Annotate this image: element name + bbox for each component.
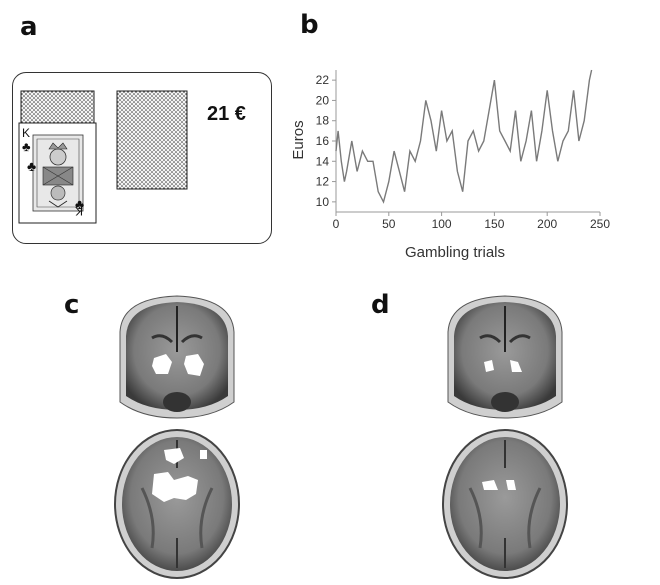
activation-blob — [482, 480, 498, 490]
y-tick-label: 22 — [316, 73, 330, 87]
x-axis-label: Gambling trials — [405, 244, 505, 260]
brain-coronal-d — [447, 295, 563, 419]
panel-letter-b: b — [300, 10, 319, 40]
activation-blob — [510, 360, 522, 372]
activation-blob — [152, 472, 198, 502]
y-tick-label: 20 — [316, 93, 330, 107]
y-tick-label: 10 — [316, 195, 330, 209]
x-tick-label: 100 — [432, 217, 452, 231]
activation-blob — [484, 360, 494, 372]
card-suit-bottom: ♣ — [75, 196, 84, 212]
card-rank-top: K — [22, 126, 30, 140]
x-tick-label: 50 — [382, 217, 396, 231]
x-tick-label: 150 — [484, 217, 504, 231]
euro-amount: 21 € — [207, 103, 246, 125]
y-tick-label: 16 — [316, 134, 330, 148]
king-of-clubs-card: K ♣ ♣ ♣ K — [18, 122, 97, 224]
brain-axial-d — [442, 429, 568, 579]
x-tick-label: 250 — [590, 217, 610, 231]
panel-letter-c: c — [64, 290, 80, 320]
brain-axial-c — [114, 429, 240, 579]
panel-letter-a: a — [20, 12, 38, 42]
activation-blob — [152, 354, 172, 374]
card-rank-bottom: K — [75, 204, 83, 218]
activation-blob — [164, 448, 184, 464]
euros-series-line — [335, 69, 593, 204]
euros-line-chart: 0 50 100 150 200 250 10 12 14 16 18 20 22 Gambling t… — [290, 69, 611, 260]
activation-blob — [184, 354, 204, 376]
x-tick-label: 0 — [333, 217, 340, 231]
y-tick-label: 12 — [316, 175, 330, 189]
brain-coronal-c — [119, 295, 235, 419]
card-suit-top: ♣ — [22, 139, 31, 154]
activation-blob — [200, 450, 207, 459]
y-tick-label: 18 — [316, 114, 330, 128]
y-axis-label: Euros — [290, 120, 307, 159]
panel-letter-d: d — [371, 290, 390, 320]
chart-ticks: 0 50 100 150 200 250 10 12 14 16 18 20 22 — [316, 73, 611, 231]
card-game-panel: K ♣ ♣ ♣ K 21 € — [12, 72, 272, 244]
y-tick-label: 14 — [316, 154, 330, 168]
x-tick-label: 200 — [537, 217, 557, 231]
card-back-right — [116, 90, 188, 190]
activation-blob — [506, 480, 516, 490]
cards-illustration: K ♣ ♣ ♣ K — [18, 90, 188, 224]
card-suit-mid: ♣ — [27, 158, 36, 174]
